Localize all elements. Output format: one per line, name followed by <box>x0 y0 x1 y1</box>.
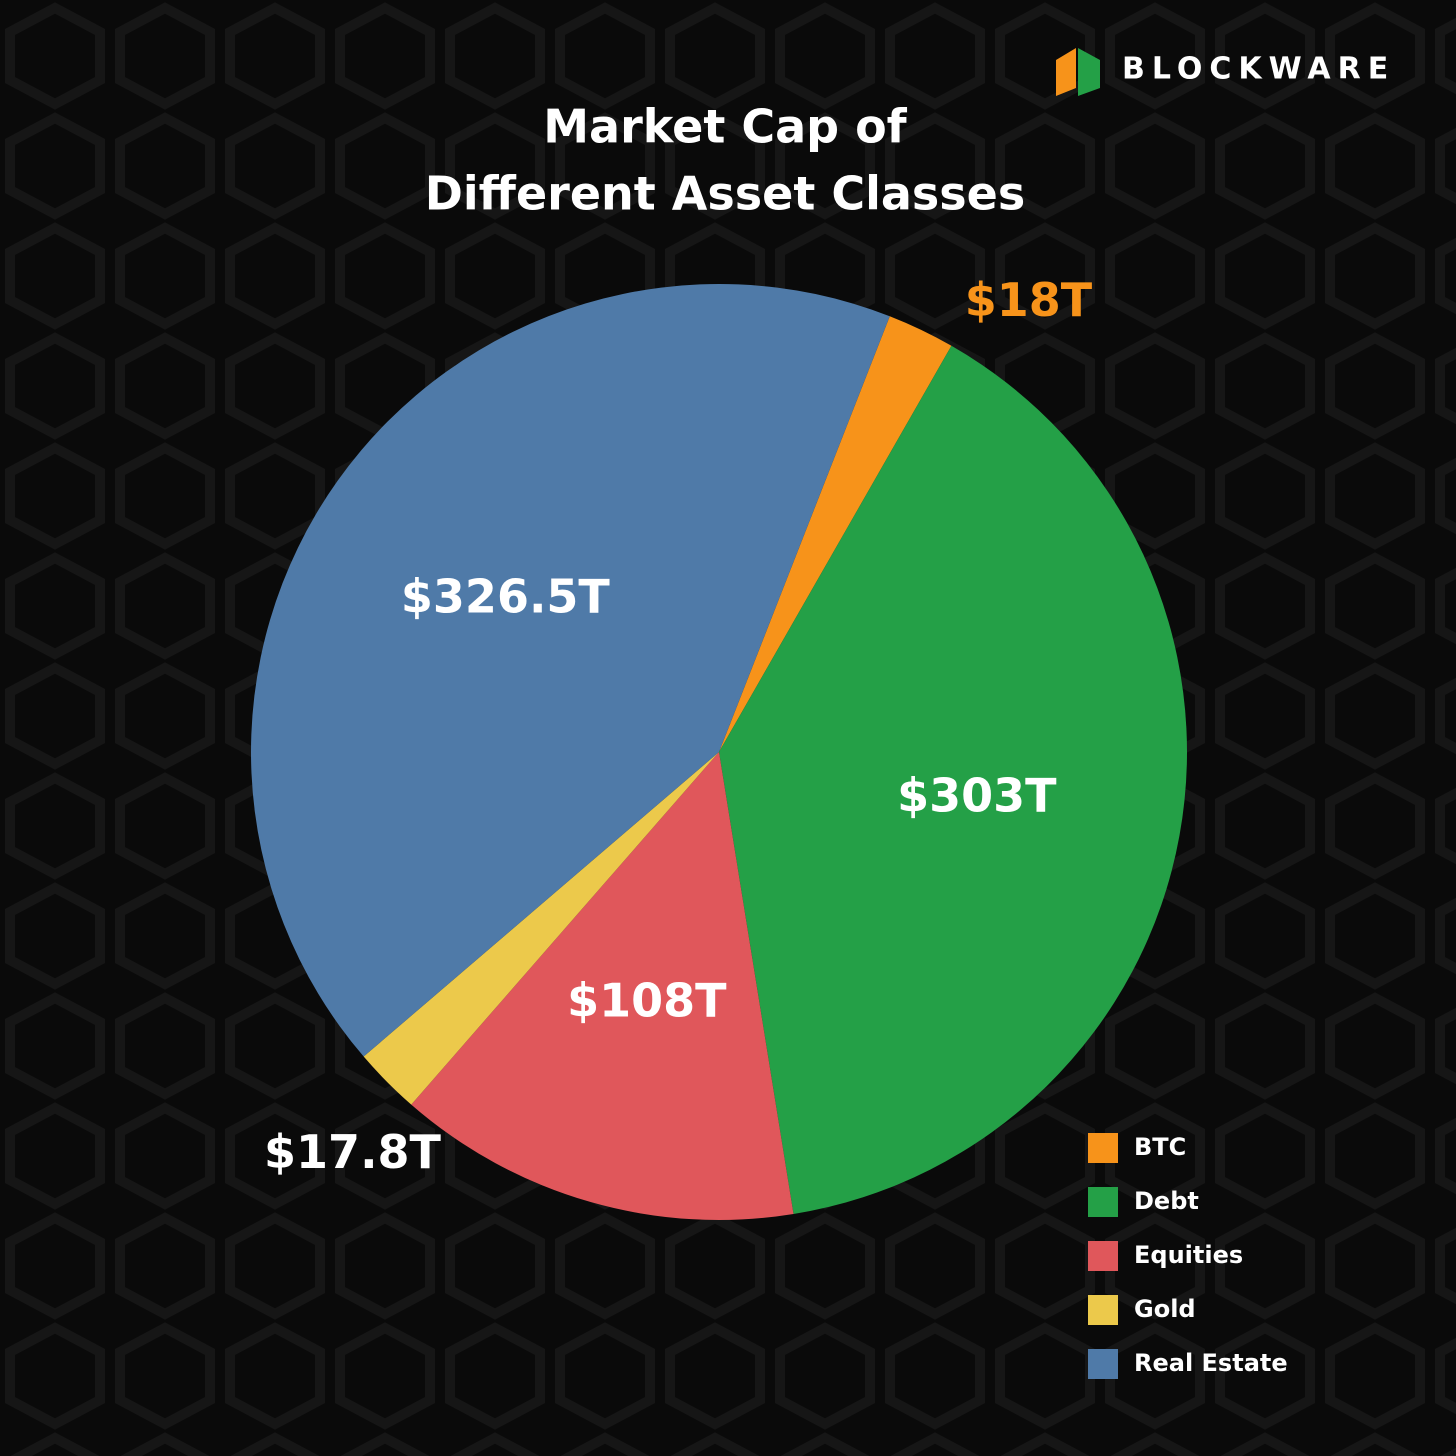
brand: BLOCKWARE <box>1122 52 1395 87</box>
legend-label: BTC <box>1134 1133 1186 1161</box>
chart-title: Different Asset Classes <box>425 167 1026 221</box>
slice-label: $18T <box>965 273 1093 327</box>
legend-label: Gold <box>1134 1295 1196 1323</box>
legend-swatch <box>1088 1295 1118 1325</box>
pie-slice <box>719 316 952 752</box>
pie-slice <box>411 752 794 1220</box>
slice-label: $108T <box>567 973 727 1027</box>
legend-swatch <box>1088 1241 1118 1271</box>
logo <box>1056 48 1100 96</box>
legend-swatch <box>1088 1187 1118 1217</box>
pie-slice <box>363 752 719 1105</box>
legend-swatch <box>1088 1349 1118 1379</box>
slice-label: $303T <box>897 768 1057 822</box>
chart-title: Market Cap of <box>543 100 907 154</box>
legend-label: Real Estate <box>1134 1349 1288 1377</box>
legend-label: Equities <box>1134 1241 1243 1269</box>
pie-slice <box>719 345 1188 1215</box>
legend-swatch <box>1088 1133 1118 1163</box>
legend-label: Debt <box>1134 1187 1199 1215</box>
pie-slice <box>250 283 890 1057</box>
slice-label: $326.5T <box>401 570 611 624</box>
slice-label: $17.8T <box>264 1125 442 1179</box>
